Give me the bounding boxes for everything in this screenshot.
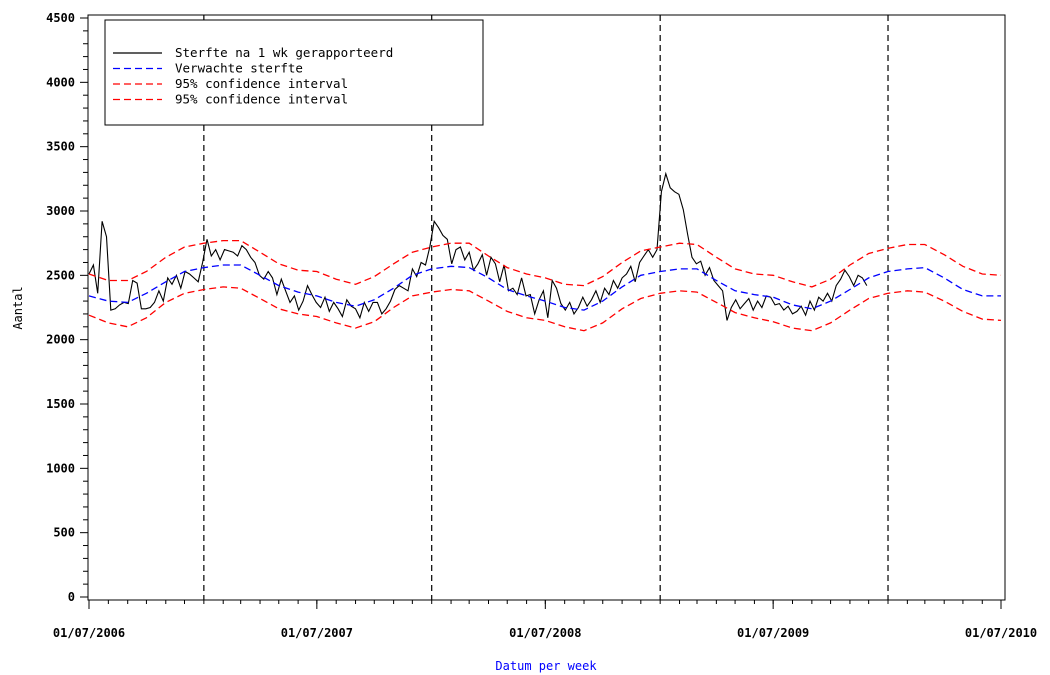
x-tick-label: 01/07/2009 xyxy=(737,626,809,640)
reference-lines xyxy=(203,15,889,600)
series-layer xyxy=(88,171,1002,332)
x-tick-label: 01/07/2008 xyxy=(509,626,581,640)
y-tick-label: 2500 xyxy=(46,268,75,282)
y-tick-label: 1000 xyxy=(46,461,75,475)
legend-label: 95% confidence interval xyxy=(175,76,348,91)
x-tick-label: 01/07/2007 xyxy=(281,626,353,640)
y-tick-label: 1500 xyxy=(46,397,75,411)
x-tick-label: 01/07/2010 xyxy=(965,626,1037,640)
y-axis-title: Aantal xyxy=(11,286,25,329)
series-line-3 xyxy=(88,286,1002,332)
legend-label: Verwachte sterfte xyxy=(175,61,303,76)
y-tick-label: 3500 xyxy=(46,140,75,154)
legend-label: Sterfte na 1 wk gerapporteerd xyxy=(175,45,393,60)
y-tick-label: 3000 xyxy=(46,204,75,218)
series-line-0 xyxy=(88,171,868,321)
y-tick-label: 4500 xyxy=(46,11,75,25)
legend-box xyxy=(104,19,484,126)
y-tick-label: 500 xyxy=(53,526,75,540)
series-line-1 xyxy=(88,264,1001,311)
series-line-2 xyxy=(88,239,1002,288)
x-tick-label: 01/07/2006 xyxy=(53,626,125,640)
x-axis: 01/07/2006 01/07/2007 01/07/2008 01/07/2009… xyxy=(53,600,1037,640)
legend-label: 95% confidence interval xyxy=(175,92,348,107)
y-tick-label: 0 xyxy=(68,590,75,604)
y-tick-label: 2000 xyxy=(46,333,75,347)
y-tick-label: 4000 xyxy=(46,75,75,89)
x-axis-title: Datum per week xyxy=(495,659,597,673)
y-axis: 0 500 1000 1500 2000 2500 3000 3500 4000 4500 xyxy=(46,11,88,604)
